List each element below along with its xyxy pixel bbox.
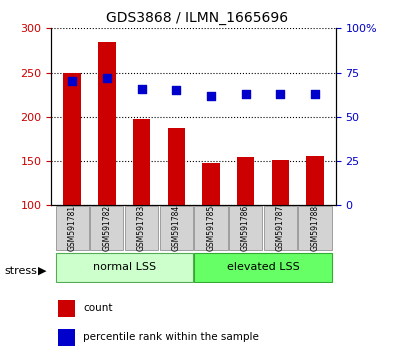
Point [243,91,249,97]
Text: GDS3868 / ILMN_1665696: GDS3868 / ILMN_1665696 [106,11,289,25]
Point [208,93,214,98]
FancyBboxPatch shape [125,206,158,250]
FancyBboxPatch shape [263,206,297,250]
Bar [306,156,324,205]
Text: GSM591781: GSM591781 [68,205,77,251]
Point [277,91,284,97]
Text: GSM591788: GSM591788 [310,205,320,251]
Bar [133,119,150,205]
Bar [272,160,289,205]
Text: normal LSS: normal LSS [92,262,156,272]
FancyBboxPatch shape [90,206,124,250]
Text: GSM591782: GSM591782 [102,205,111,251]
Point [138,86,145,91]
Text: GSM591786: GSM591786 [241,205,250,251]
Text: GSM591783: GSM591783 [137,205,146,251]
Bar [167,129,185,205]
Text: GSM591787: GSM591787 [276,205,285,251]
Point [312,91,318,97]
FancyBboxPatch shape [56,253,193,282]
Bar [98,42,115,205]
Text: GSM591784: GSM591784 [172,205,181,251]
Bar [64,73,81,205]
FancyBboxPatch shape [194,206,228,250]
Text: elevated LSS: elevated LSS [227,262,299,272]
FancyBboxPatch shape [298,206,331,250]
Point [103,75,110,81]
Text: GSM591785: GSM591785 [207,205,215,251]
Text: count: count [83,303,113,313]
Bar [58,300,75,317]
Text: stress: stress [4,266,37,276]
Point [69,79,75,84]
FancyBboxPatch shape [229,206,262,250]
Text: ▶: ▶ [38,266,46,276]
FancyBboxPatch shape [194,253,331,282]
Bar [237,156,254,205]
FancyBboxPatch shape [56,206,89,250]
Text: percentile rank within the sample: percentile rank within the sample [83,332,259,342]
FancyBboxPatch shape [160,206,193,250]
Point [173,87,179,93]
Bar [58,329,75,346]
Bar [202,163,220,205]
